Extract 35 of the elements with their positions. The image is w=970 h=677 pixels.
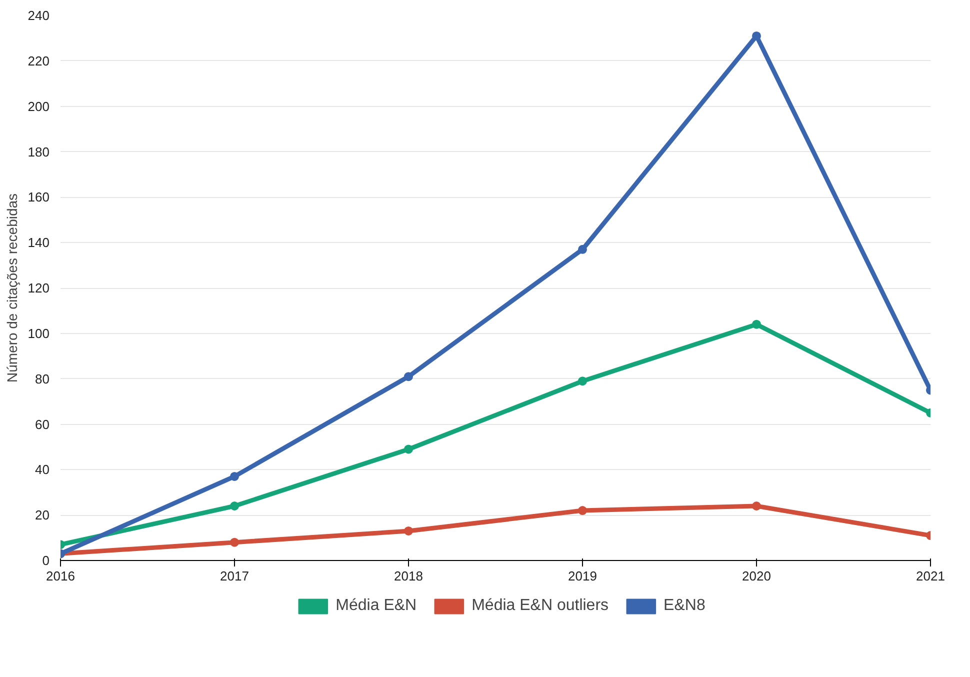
x-tick-label: 2019 (568, 568, 597, 584)
y-tick-label: 140 (28, 235, 50, 250)
point (578, 506, 587, 516)
y-tick-label: 0 (42, 553, 50, 568)
x-tick-label: 2021 (916, 568, 945, 584)
x-tick-label: 2016 (46, 568, 75, 584)
point (230, 538, 239, 547)
point (578, 244, 587, 254)
x-tick-label: 2018 (394, 568, 423, 584)
y-tick-label: 20 (35, 508, 50, 523)
y-tick-label: 120 (28, 280, 50, 296)
point (404, 444, 413, 454)
point (752, 320, 761, 329)
point (404, 526, 413, 536)
point (578, 376, 587, 386)
point (404, 372, 413, 382)
legend-label: E&N8 (664, 596, 706, 614)
x-tick-label: 2017 (220, 568, 249, 584)
point (752, 502, 761, 510)
legend-label: Média E&N outliers (472, 596, 609, 614)
y-tick-label: 240 (28, 8, 50, 23)
legend-label: Média E&N (336, 596, 417, 614)
y-tick-label: 160 (28, 190, 50, 205)
point (230, 472, 239, 481)
y-axis-title: Número de citações recebidas (4, 193, 20, 383)
y-tick-label: 100 (28, 326, 50, 341)
y-tick-label: 80 (35, 371, 50, 386)
y-tick-label: 40 (35, 462, 50, 478)
point (230, 502, 239, 510)
y-tick-label: 180 (28, 144, 50, 160)
point (752, 31, 761, 40)
y-tick-label: 200 (28, 98, 50, 114)
y-tick-label: 60 (35, 416, 50, 432)
x-tick-label: 2020 (742, 568, 771, 584)
y-tick-label: 220 (28, 53, 50, 68)
